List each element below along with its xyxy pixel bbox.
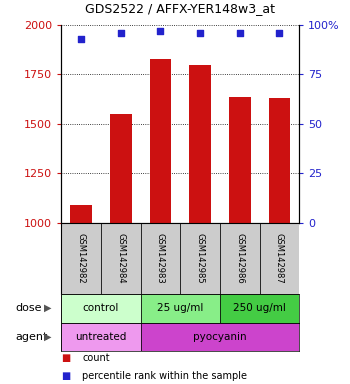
Bar (149, 59, 172, 223)
Bar (61, 323, 141, 351)
Point (118, 30, 124, 36)
Bar (141, 294, 220, 323)
Text: 25 ug/ml: 25 ug/ml (157, 303, 203, 313)
Point (197, 30, 203, 36)
Bar (61, 223, 101, 294)
Bar (229, 97, 251, 223)
Bar (101, 223, 141, 294)
Text: GSM142983: GSM142983 (156, 233, 165, 284)
Text: GSM142987: GSM142987 (275, 233, 284, 284)
Bar (268, 98, 290, 223)
Bar (220, 223, 260, 294)
Text: GSM142982: GSM142982 (77, 233, 86, 283)
Point (237, 30, 243, 36)
Text: percentile rank within the sample: percentile rank within the sample (82, 371, 247, 381)
Text: 250 ug/ml: 250 ug/ml (233, 303, 286, 313)
Point (78, 36, 84, 42)
Text: GSM142985: GSM142985 (196, 233, 205, 283)
Bar (220, 294, 299, 323)
Bar (260, 223, 299, 294)
Text: pyocyanin: pyocyanin (193, 332, 247, 342)
Bar (141, 223, 180, 294)
Text: ▶: ▶ (43, 332, 51, 342)
Point (276, 30, 282, 36)
Text: GDS2522 / AFFX-YER148w3_at: GDS2522 / AFFX-YER148w3_at (85, 2, 275, 15)
Text: agent: agent (16, 332, 48, 342)
Text: count: count (82, 353, 110, 363)
Text: dose: dose (16, 303, 42, 313)
Bar (70, 205, 92, 223)
Point (158, 28, 163, 34)
Bar (180, 223, 220, 294)
Text: ■: ■ (61, 371, 70, 381)
Bar (141, 323, 299, 351)
Text: ▶: ▶ (43, 303, 51, 313)
Bar (189, 65, 211, 223)
Text: GSM142984: GSM142984 (116, 233, 125, 283)
Text: control: control (83, 303, 119, 313)
Text: GSM142986: GSM142986 (235, 233, 244, 284)
Bar (110, 114, 132, 223)
Bar (61, 294, 141, 323)
Text: ■: ■ (61, 353, 70, 363)
Text: untreated: untreated (75, 332, 127, 342)
